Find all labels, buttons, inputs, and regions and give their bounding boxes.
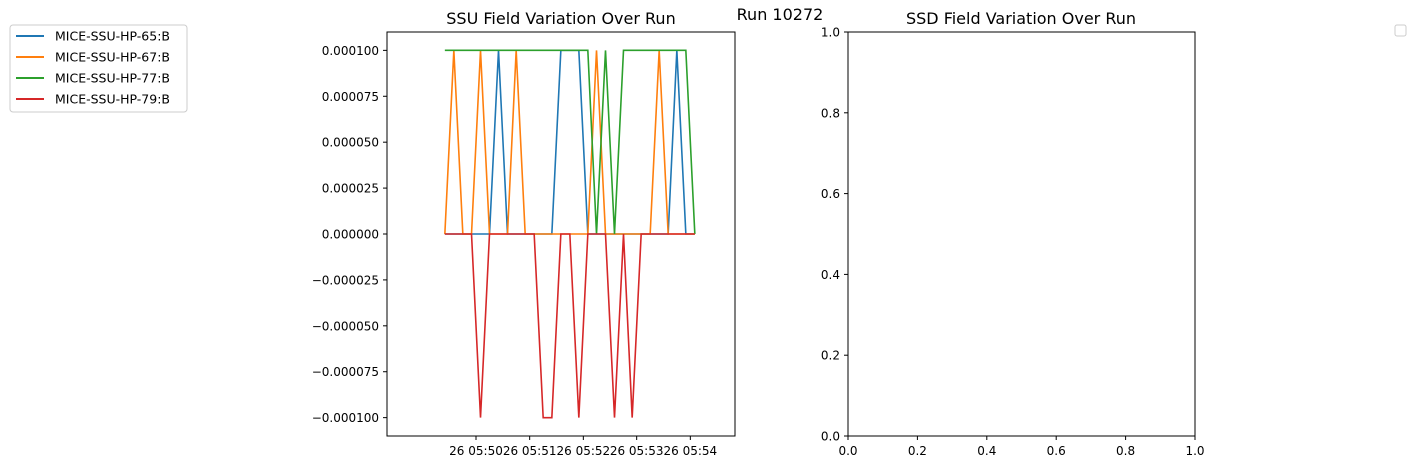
y-tick-label: −0.000075	[312, 365, 379, 379]
x-tick-label: 0.0	[838, 444, 857, 458]
legend-label: MICE-SSU-HP-65:B	[55, 29, 170, 44]
y-tick-label: 0.000100	[322, 44, 379, 58]
y-tick-label: 0.6	[821, 187, 840, 201]
chart-ssd-frame	[847, 31, 1196, 437]
x-tick-label: 26 05:53	[610, 444, 664, 458]
y-tick-label: 0.4	[821, 268, 840, 282]
y-tick-label: 0.8	[821, 106, 840, 120]
y-tick-label: 0.000025	[322, 182, 379, 196]
legend-label: MICE-SSU-HP-67:B	[55, 50, 170, 65]
legend-ssd-empty	[1394, 24, 1407, 37]
y-tick-label: −0.000025	[312, 273, 379, 287]
y-tick-label: 1.0	[821, 26, 840, 40]
chart-ssd-title: SSD Field Variation Over Run	[906, 9, 1136, 28]
legend-label: MICE-SSU-HP-79:B	[55, 92, 170, 107]
y-tick-label: 0.2	[821, 349, 840, 363]
x-tick-label: 0.8	[1116, 444, 1135, 458]
legend-ssu: MICE-SSU-HP-65:B MICE-SSU-HP-67:B MICE-SSU…	[9, 24, 188, 113]
chart-ssd: SSD Field Variation Over Run 0.0 0.2 0.4 0.…	[821, 9, 1205, 458]
y-tick-label: 0.000050	[322, 136, 379, 150]
legend-frame	[9, 24, 188, 113]
x-tick-label: 0.4	[977, 444, 996, 458]
x-tick-label: 26 05:52	[556, 444, 610, 458]
chart-ssu: SSU Field Variation Over Run 26 05:50 26 …	[312, 9, 736, 458]
x-tick-label: 0.6	[1047, 444, 1066, 458]
series-line-mice-ssu-hp-77-b	[444, 49, 696, 235]
x-tick-label: 26 05:51	[503, 444, 557, 458]
x-tick-label: 0.2	[908, 444, 927, 458]
y-tick-label: −0.000050	[312, 319, 379, 333]
y-tick-label: 0.0	[821, 430, 840, 444]
series-line-mice-ssu-hp-79-b	[444, 233, 695, 419]
x-tick-label: 26 05:54	[663, 444, 717, 458]
y-tick-label: 0.000000	[322, 228, 379, 242]
y-tick-label: 0.000075	[322, 90, 379, 104]
x-tick-label: 26 05:50	[449, 444, 503, 458]
figure-suptitle: Run 10272	[737, 5, 824, 24]
legend-label: MICE-SSU-HP-77:B	[55, 71, 170, 86]
y-tick-label: −0.000100	[312, 411, 379, 425]
x-tick-label: 1.0	[1185, 444, 1204, 458]
chart-ssu-title: SSU Field Variation Over Run	[446, 9, 675, 28]
